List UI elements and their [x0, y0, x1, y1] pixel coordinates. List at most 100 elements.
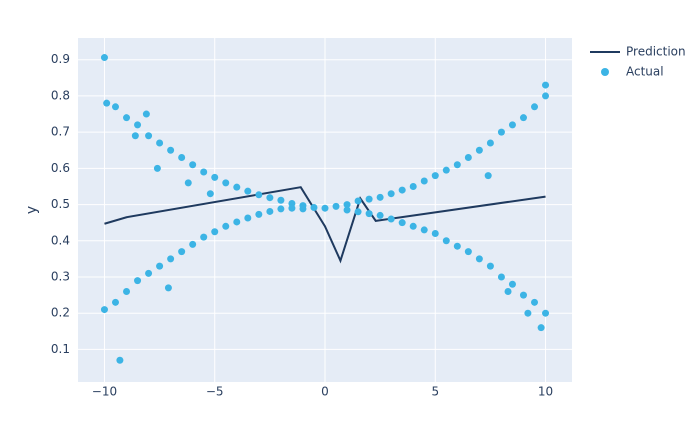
- data-point: [153, 164, 161, 172]
- x-tick-label: −5: [206, 385, 224, 399]
- data-point: [420, 226, 428, 234]
- data-point: [206, 190, 214, 198]
- data-point: [145, 269, 153, 277]
- data-point: [519, 291, 527, 299]
- data-point: [343, 206, 351, 214]
- data-point: [156, 139, 164, 147]
- data-point: [343, 201, 351, 209]
- y-tick-label: 0.8: [51, 88, 70, 102]
- data-point: [504, 287, 512, 295]
- data-point: [222, 222, 230, 230]
- data-point: [542, 81, 550, 89]
- x-tick-label: 10: [538, 385, 553, 399]
- data-point: [387, 215, 395, 223]
- y-tick-label: 0.9: [51, 52, 70, 66]
- data-point: [167, 255, 175, 263]
- data-point: [116, 356, 124, 364]
- data-point: [321, 204, 329, 212]
- data-point: [123, 287, 131, 295]
- legend-label: Actual: [626, 65, 664, 79]
- data-point: [332, 202, 340, 210]
- data-point: [100, 54, 108, 62]
- data-point: [233, 218, 241, 226]
- data-point: [310, 203, 318, 211]
- data-point: [442, 166, 450, 174]
- data-point: [189, 161, 197, 169]
- y-tick-label: 0.5: [51, 197, 70, 211]
- data-point: [475, 255, 483, 263]
- x-tick-label: −10: [92, 385, 117, 399]
- data-point: [299, 205, 307, 213]
- data-point: [178, 248, 186, 256]
- y-tick-label: 0.6: [51, 161, 70, 175]
- data-point: [453, 161, 461, 169]
- data-point: [464, 248, 472, 256]
- data-point: [103, 99, 111, 107]
- data-point: [167, 146, 175, 154]
- data-point: [542, 309, 550, 317]
- data-point: [497, 128, 505, 136]
- y-axis-label: y: [24, 206, 40, 214]
- data-point: [142, 110, 150, 118]
- data-point: [365, 195, 373, 203]
- data-point: [442, 237, 450, 245]
- data-point: [431, 172, 439, 180]
- data-point: [244, 214, 252, 222]
- data-point: [111, 103, 119, 111]
- data-point: [233, 183, 241, 191]
- data-point: [542, 92, 550, 100]
- data-point: [409, 182, 417, 190]
- data-point: [255, 210, 263, 218]
- data-point: [409, 222, 417, 230]
- data-point: [134, 277, 142, 285]
- data-point: [255, 191, 263, 199]
- data-point: [354, 208, 362, 216]
- data-point: [420, 177, 428, 185]
- data-point: [156, 262, 164, 270]
- legend-label: Prediction: [626, 45, 686, 59]
- data-point: [508, 121, 516, 129]
- data-point: [376, 211, 384, 219]
- y-tick-label: 0.1: [51, 342, 70, 356]
- data-point: [398, 219, 406, 227]
- data-point: [486, 139, 494, 147]
- data-point: [178, 153, 186, 161]
- data-point: [531, 103, 539, 111]
- data-point: [508, 280, 516, 288]
- y-tick-label: 0.4: [51, 233, 70, 247]
- data-point: [189, 240, 197, 248]
- data-point: [123, 114, 131, 122]
- data-point: [484, 172, 492, 180]
- data-point: [184, 179, 192, 187]
- data-point: [288, 204, 296, 212]
- data-point: [131, 132, 139, 140]
- x-tick-label: 5: [431, 385, 439, 399]
- y-tick-label: 0.7: [51, 125, 70, 139]
- data-point: [497, 273, 505, 281]
- data-point: [200, 233, 208, 241]
- data-point: [431, 230, 439, 238]
- data-point: [475, 146, 483, 154]
- data-point: [387, 190, 395, 198]
- data-point: [277, 196, 285, 204]
- data-point: [277, 205, 285, 213]
- data-point: [211, 228, 219, 236]
- data-point: [464, 153, 472, 161]
- data-point: [365, 210, 373, 218]
- data-point: [145, 132, 153, 140]
- data-point: [211, 173, 219, 181]
- data-point: [200, 168, 208, 176]
- y-tick-label: 0.2: [51, 306, 70, 320]
- data-point: [244, 187, 252, 195]
- legend-marker: [601, 68, 609, 76]
- data-point: [531, 298, 539, 306]
- data-point: [519, 114, 527, 122]
- data-point: [111, 298, 119, 306]
- x-tick-label: 0: [321, 385, 329, 399]
- data-point: [376, 193, 384, 201]
- prediction-line: [104, 186, 546, 264]
- data-point: [100, 306, 108, 314]
- y-tick-label: 0.3: [51, 269, 70, 283]
- data-point: [266, 207, 274, 215]
